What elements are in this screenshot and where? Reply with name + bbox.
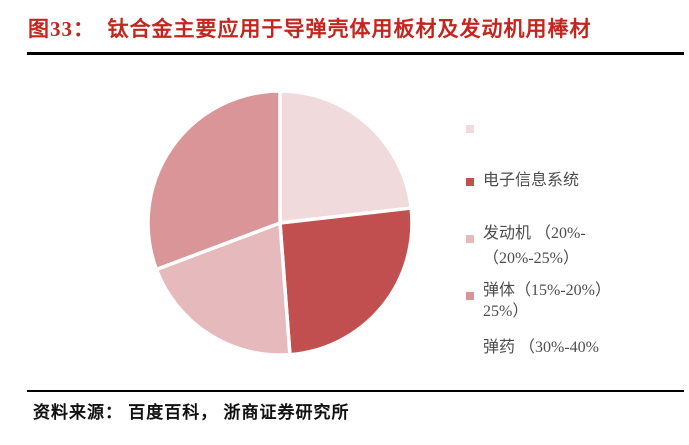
figure-title: 图33： 钛合金主要应用于导弹壳体用板材及发动机用棒材 — [28, 17, 592, 41]
legend-item-engine: 发动机 （20%- 25%） — [466, 169, 586, 377]
legend-marker-icon — [466, 235, 474, 243]
legend-label: 发动机 （20%- — [483, 225, 586, 242]
legend-label: 弹体（15%-20%） — [483, 282, 611, 299]
pie-chart — [146, 89, 414, 357]
legend-value: 25%） — [483, 303, 529, 320]
pie-slice-missile-body — [154, 221, 292, 357]
pie-slice-engine — [278, 206, 414, 357]
title-divider-line — [27, 52, 684, 55]
legend-item-electronic-info-system: 电子信息系统 （20%-25%） — [466, 116, 579, 324]
legend-item-ammunition: 弹药 （30%-40% — [466, 283, 599, 413]
footer-divider-line — [27, 390, 684, 392]
legend-item-missile-body: 弹体（15%-20%） — [466, 226, 611, 356]
legend-value: （20%-25%） — [483, 250, 579, 267]
pie-slice-ammunition — [146, 89, 282, 272]
legend-marker-icon — [466, 292, 474, 300]
legend-marker-icon — [466, 178, 474, 186]
legend-label: 电子信息系统 — [483, 172, 580, 189]
legend-marker-icon — [466, 125, 474, 133]
data-source-note: 资料来源： 百度百科， 浙商证券研究所 — [33, 403, 350, 422]
pie-slice-electronic-info-system — [278, 89, 413, 225]
legend-label: 弹药 （30%-40% — [483, 339, 599, 356]
